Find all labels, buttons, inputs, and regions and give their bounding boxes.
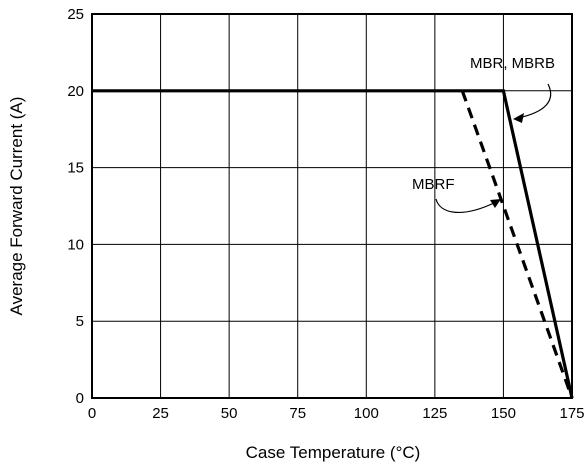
annotation-mbrf-leader <box>435 198 495 214</box>
y-tick-label: 0 <box>76 390 84 407</box>
series-line-mbrf <box>460 90 574 399</box>
annotation-mbr-mbrb-label: MBR, MBRB <box>470 55 555 72</box>
annotation-mbrf-label: MBRF <box>412 176 455 193</box>
x-tick-label: 175 <box>559 405 584 422</box>
x-tick-label: 125 <box>422 405 447 422</box>
plot-frame <box>91 13 573 399</box>
y-tick-label: 5 <box>76 313 84 330</box>
series-line-mbr-mbrb <box>92 89 574 399</box>
x-tick-label: 50 <box>221 405 238 422</box>
x-tick-label: 75 <box>289 405 306 422</box>
annotation-mbr-mbrb-arrowhead <box>513 113 524 123</box>
x-tick-label: 150 <box>491 405 516 422</box>
y-axis-title: Average Forward Current (A) <box>7 97 26 316</box>
annotation-mbrf-arrowhead <box>490 199 501 208</box>
x-tick-label: 25 <box>152 405 169 422</box>
y-tick-label: 10 <box>67 236 84 253</box>
x-tick-label: 100 <box>354 405 379 422</box>
annotation-mbr-mbrb-leader <box>517 83 552 119</box>
y-tick-label: 15 <box>67 160 84 177</box>
y-tick-label: 20 <box>67 83 84 100</box>
tick-labels: 0 25 50 75 100 125 150 175 0 5 10 15 20 25 <box>67 6 584 422</box>
x-axis-title: Case Temperature (°C) <box>246 443 421 462</box>
y-tick-label: 25 <box>67 6 84 23</box>
x-tick-label: 0 <box>88 405 96 422</box>
series-layer <box>92 89 574 399</box>
